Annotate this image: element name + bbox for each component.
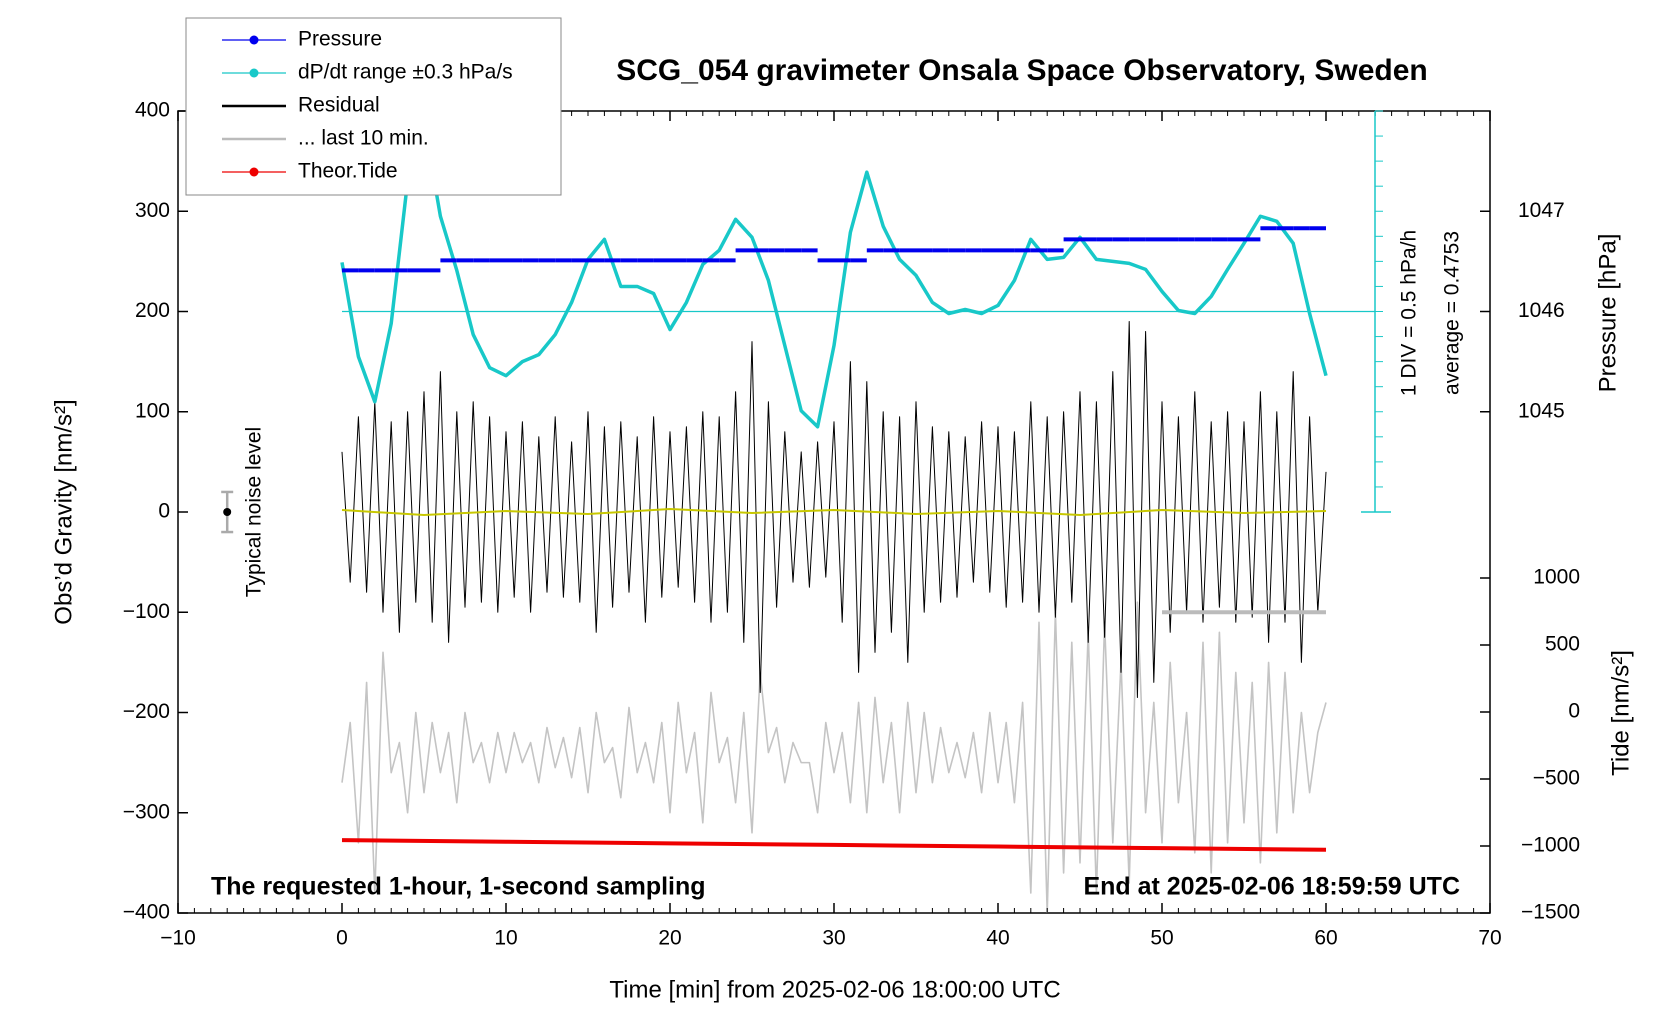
y3-tick-label: −1000: [1521, 834, 1580, 857]
series-line: [341, 507, 1327, 517]
x-tick-label: 10: [494, 927, 517, 950]
x-tick-label: 20: [658, 927, 681, 950]
legend-marker: [249, 68, 259, 78]
y-tick-label: 300: [135, 199, 170, 222]
y2-tick-label: 1046: [1518, 299, 1565, 322]
x-tick-label: 70: [1478, 927, 1501, 950]
series-line: [341, 601, 1327, 913]
legend-label: ... last 10 min.: [298, 127, 429, 150]
chart-title: SCG_054 gravimeter Onsala Space Observat…: [616, 54, 1428, 87]
plot-area: [340, 119, 1328, 913]
y-tick-label: 100: [135, 399, 170, 422]
y-tick-label: −300: [123, 800, 170, 823]
noise-point: [223, 508, 232, 516]
y-tick-label: 200: [135, 299, 170, 322]
x-tick-label: 60: [1314, 927, 1337, 950]
legend-label: Theor.Tide: [298, 160, 398, 183]
x-tick-label: −10: [160, 927, 196, 950]
y-tick-label: −400: [123, 901, 170, 924]
x-tick-label: 50: [1150, 927, 1173, 950]
legend-label: dP/dt range ±0.3 hPa/s: [298, 61, 513, 84]
y-tick-label: 400: [135, 99, 170, 122]
x-axis-label: Time [min] from 2025-02-06 18:00:00 UTC: [609, 976, 1060, 1003]
legend-marker: [249, 35, 259, 45]
y3-tick-label: −1500: [1521, 901, 1580, 924]
series-line: [340, 119, 1328, 429]
y3-tick-label: 0: [1568, 700, 1580, 723]
tide-axis-label: Tide [nm/s²]: [1607, 650, 1634, 776]
y2-tick-label: 1045: [1518, 399, 1565, 422]
legend-label: Pressure: [298, 28, 382, 51]
footnote: The requested 1-hour, 1-second sampling: [211, 873, 706, 901]
y-tick-label: −100: [123, 600, 170, 623]
y-tick-label: 0: [158, 500, 170, 523]
y-tick-label: −200: [123, 700, 170, 723]
legend-marker: [249, 167, 259, 177]
x-tick-label: 30: [822, 927, 845, 950]
y3-tick-label: −500: [1533, 767, 1580, 790]
y3-tick-label: 500: [1545, 633, 1580, 656]
legend-label: Residual: [298, 94, 380, 117]
series-line: [341, 321, 1327, 698]
x-tick-label: 40: [986, 927, 1009, 950]
y-axis-label: Obs’d Gravity [nm/s²]: [50, 399, 77, 624]
x-tick-label: 0: [336, 927, 348, 950]
y3-tick-label: 1000: [1533, 566, 1580, 589]
series-line: [341, 838, 1327, 852]
footnote: End at 2025-02-06 18:59:59 UTC: [1083, 873, 1460, 901]
average-label: average = 0.4753: [1441, 231, 1464, 395]
pressure-axis-label: Pressure [hPa]: [1594, 234, 1621, 393]
noise-label: Typical noise level: [243, 427, 266, 597]
scale-label: 1 DIV = 0.5 hPa/h: [1398, 230, 1421, 396]
y2-tick-label: 1047: [1518, 199, 1565, 222]
